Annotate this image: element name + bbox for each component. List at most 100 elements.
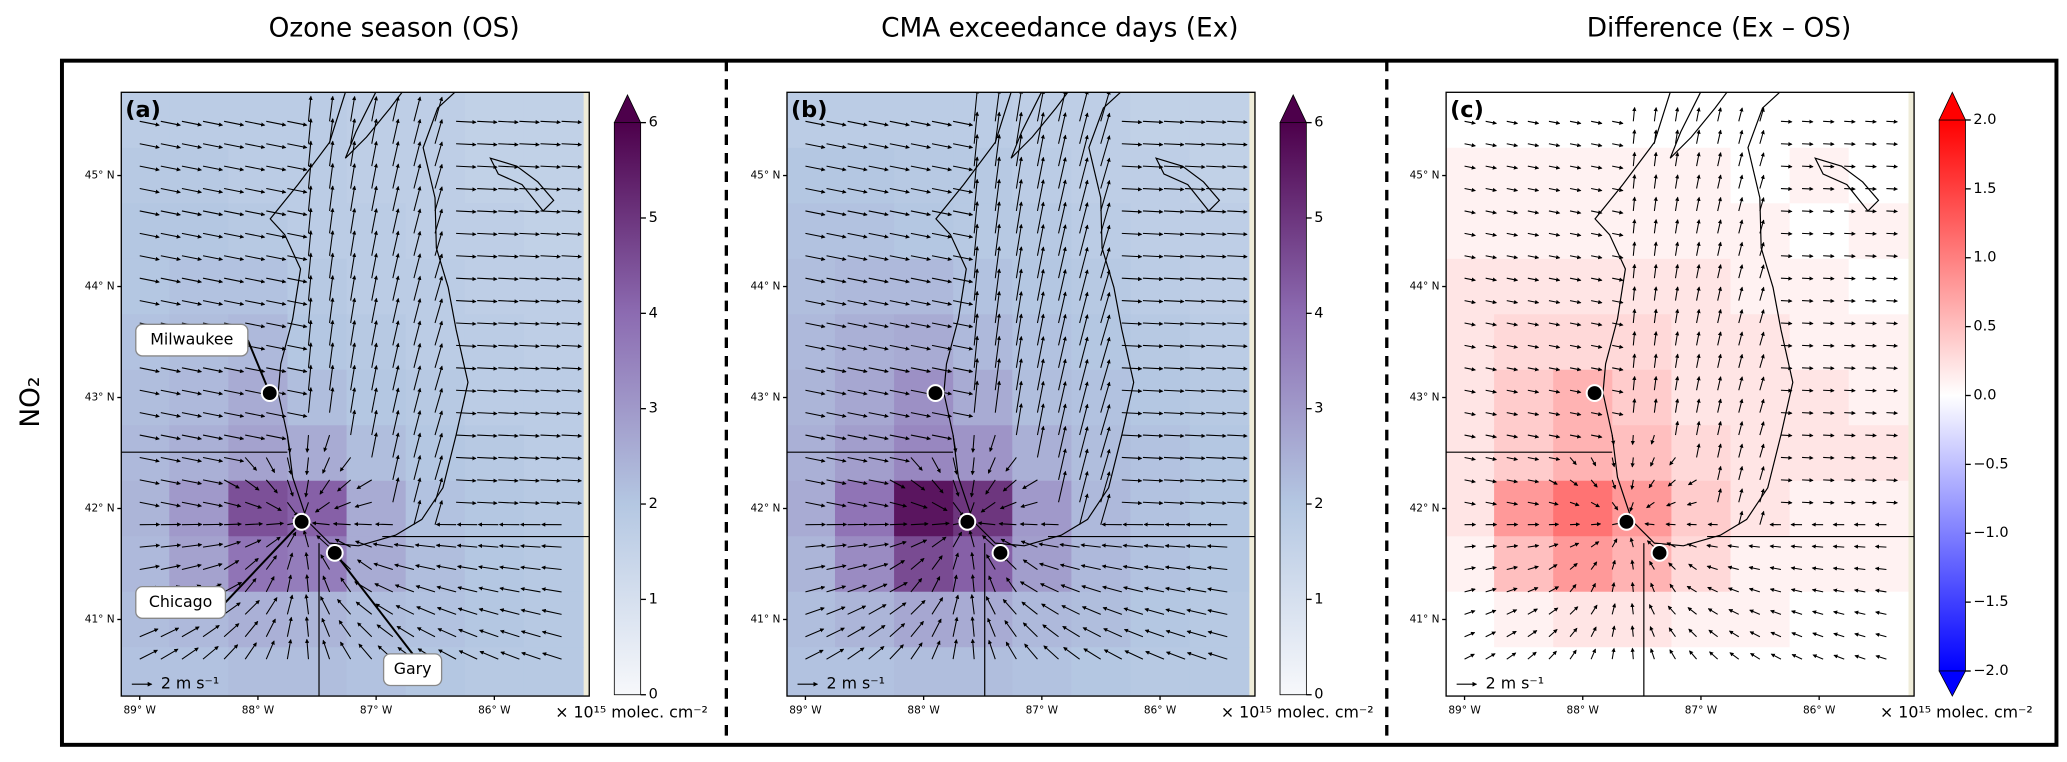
wind-arrow [868,143,889,149]
wind-arrow [286,501,298,517]
wind-arrow [498,187,519,192]
wind-arrow [477,209,498,214]
wind-arrow [434,186,444,212]
wind-arrow [1823,298,1835,304]
wind-arrow [847,300,868,306]
no2-cell [1494,591,1554,648]
no2-cell [1012,258,1073,315]
wind-arrow [973,111,980,144]
wind-arrow [1142,142,1164,147]
wind-arrow [434,275,444,301]
wind-arrow [1844,298,1856,304]
wind-arrow [477,232,498,237]
wind-arrow [456,120,477,125]
wind-arrow [302,529,309,548]
no2-cell [1848,536,1909,593]
wind-arrow [329,297,335,324]
city-marker [260,384,279,402]
wind-arrow [477,433,498,438]
wind-arrow [223,188,245,194]
wind-arrow [413,432,422,458]
no2-cell [1730,480,1791,537]
colorbar [1279,122,1307,696]
no2-cell [169,92,230,149]
wind-arrow [245,165,266,172]
outer-frame [59,58,2059,747]
wind-arrow [266,210,287,217]
wind-arrow [1780,119,1793,124]
wind-arrow [826,255,847,262]
wind-arrow [181,143,202,149]
wind-arrow [202,143,224,149]
colorbar-tick-label: 1 [649,591,658,607]
wind-arrow [1886,298,1898,304]
no2-cell [1671,147,1732,204]
colorbar-unit: × 10¹⁵ molec. cm⁻² [555,703,708,722]
wind-arrow [520,630,541,638]
wind-arrow [1015,223,1023,256]
no2-cell [1671,314,1732,371]
wind-arrow [1780,410,1793,416]
wind-arrow [244,642,257,660]
no2-cell [1612,92,1673,149]
wind-arrow [1163,232,1185,237]
no2-cell [894,92,954,149]
wind-arrow [1227,187,1248,192]
x-tick-label: 87° W [360,705,393,717]
wind-arrow [413,141,422,167]
wind-arrow [1100,202,1111,234]
wind-arrow [355,601,373,615]
wind-arrow [456,456,477,461]
wind-arrow [519,366,540,371]
no2-cell [1730,369,1791,426]
wind-arrow [337,479,351,492]
wind-arrow [889,255,910,262]
no2-cell [464,258,525,315]
colorbar-tick-label: 0 [1314,687,1323,703]
wind-arrow [181,367,202,374]
wind-arrow [498,344,519,349]
no2-cell [894,203,954,260]
colorbar-tick-label: 1 [1314,591,1323,607]
no2-cell [121,203,170,260]
wind-arrow [973,133,980,167]
wind-arrow [519,478,540,483]
wind-arrow [181,626,200,638]
no2-cell [1071,647,1132,697]
wind-arrow [434,477,444,503]
wind-arrow [519,276,540,282]
wind-arrow [1121,187,1143,192]
wind-arrow [1886,388,1898,393]
wind-arrow [456,254,477,259]
wind-arrow [265,536,281,548]
no2-cell [121,92,170,149]
wind-arrow [1100,157,1111,189]
wind-arrow [1185,276,1206,282]
wind-arrow [287,300,308,306]
wind-arrow [266,255,287,262]
no2-cell [1071,258,1132,315]
wind-arrow [202,210,224,217]
wind-arrow [519,120,540,125]
no2-cell [287,92,348,149]
wind-arrow [1227,254,1248,259]
wind-arrow [266,412,287,418]
wind-arrow [561,276,583,282]
no2-cell [1071,536,1132,593]
wind-arrow [1163,254,1185,259]
wind-arrow [375,522,393,527]
wind-arrow [561,344,583,349]
wind-arrow [456,232,477,237]
wind-arrow [477,456,498,461]
no2-cell [834,258,895,315]
no2-cell [121,647,170,697]
no2-cell [834,647,895,697]
wind-arrow [847,255,868,262]
no2-cell [1848,591,1909,648]
no2-cell [953,647,1013,697]
no2-cell [169,647,230,697]
wind-arrow [350,230,357,256]
wind-arrow [181,563,202,571]
wind-arrow [1185,142,1206,147]
wind-arrow [540,142,561,147]
